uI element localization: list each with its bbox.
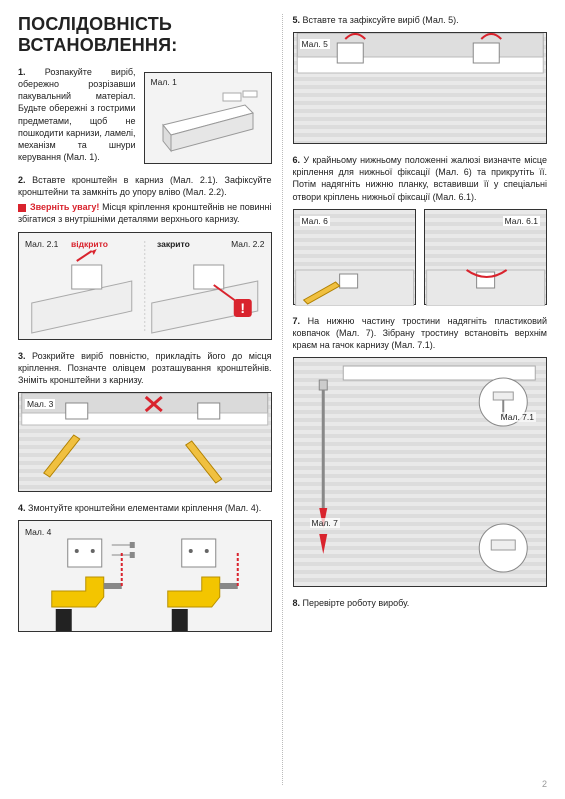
figure-7-1-label: Мал. 7.1 bbox=[499, 412, 536, 422]
step-7: 7. На нижню частину тростини надягніть п… bbox=[293, 315, 548, 587]
figure-2: Мал. 2.1 відкрито закрито Мал. 2.2 ! bbox=[18, 232, 272, 340]
figure-2-closed: закрито bbox=[157, 239, 190, 249]
page-number: 2 bbox=[542, 779, 547, 789]
step-2: 2. Вставте кронштейн в карниз (Мал. 2.1)… bbox=[18, 174, 272, 340]
step-1-text: 1. Розпакуйте виріб, обережно розрізавши… bbox=[18, 66, 136, 164]
left-column: ПОСЛІДОВНІСТЬ ВСТАНОВЛЕННЯ: 1. Розпакуйт… bbox=[18, 14, 283, 785]
figure-3-label: Мал. 3 bbox=[25, 399, 55, 409]
figure-6-1: Мал. 6.1 bbox=[424, 209, 547, 305]
figure-6: Мал. 6 bbox=[293, 209, 416, 305]
step-7-text: 7. На нижню частину тростини надягніть п… bbox=[293, 315, 548, 351]
step-8-num: 8. bbox=[293, 598, 301, 608]
step-6-body: У крайньому нижньому положенні жалюзі ви… bbox=[293, 155, 548, 201]
step-2-warning: Зверніть увагу! Місця кріплення кронштей… bbox=[18, 201, 272, 225]
figure-2-2-label: Мал. 2.2 bbox=[231, 239, 264, 249]
step-1-body: Розпакуйте виріб, обережно розрізавши па… bbox=[18, 67, 136, 162]
page-title: ПОСЛІДОВНІСТЬ ВСТАНОВЛЕННЯ: bbox=[18, 14, 272, 56]
step-2-warn-label: Зверніть увагу! bbox=[30, 202, 99, 212]
step-2-body: Вставте кронштейн в карниз (Мал. 2.1). З… bbox=[18, 175, 272, 197]
fig4-svg bbox=[19, 521, 271, 633]
step-4-num: 4. bbox=[18, 503, 26, 513]
step-1-num: 1. bbox=[18, 67, 26, 77]
step-7-num: 7. bbox=[293, 316, 301, 326]
step-3: 3. Розкрийте виріб повністю, прикладіть … bbox=[18, 350, 272, 492]
fig7-svg bbox=[294, 358, 547, 588]
step-5-text: 5. Вставте та зафіксуйте виріб (Мал. 5). bbox=[293, 14, 548, 26]
step-3-body: Розкрийте виріб повністю, прикладіть йог… bbox=[18, 351, 272, 385]
step-3-text: 3. Розкрийте виріб повністю, прикладіть … bbox=[18, 350, 272, 386]
fig5-svg bbox=[294, 33, 547, 145]
step-2-num: 2. bbox=[18, 175, 26, 185]
step-4-text: 4. Змонтуйте кронштейни елементами кріпл… bbox=[18, 502, 272, 514]
figure-3: Мал. 3 bbox=[18, 392, 272, 492]
step-5-body: Вставте та зафіксуйте виріб (Мал. 5). bbox=[303, 15, 459, 25]
warning-icon bbox=[18, 204, 26, 212]
figure-6-label: Мал. 6 bbox=[300, 216, 330, 226]
svg-text:!: ! bbox=[240, 300, 245, 316]
right-column: 5. Вставте та зафіксуйте виріб (Мал. 5).… bbox=[283, 14, 548, 785]
step-8-body: Перевірте роботу виробу. bbox=[303, 598, 410, 608]
step-6-text: 6. У крайньому нижньому положенні жалюзі… bbox=[293, 154, 548, 203]
step-6-num: 6. bbox=[293, 155, 301, 165]
figure-5-label: Мал. 5 bbox=[300, 39, 330, 49]
step-4: 4. Змонтуйте кронштейни елементами кріпл… bbox=[18, 502, 272, 632]
figure-2-open: відкрито bbox=[71, 239, 108, 249]
step-1: 1. Розпакуйте виріб, обережно розрізавши… bbox=[18, 66, 272, 164]
figure-1: Мал. 1 bbox=[144, 72, 272, 164]
step-8-text: 8. Перевірте роботу виробу. bbox=[293, 597, 548, 609]
figure-2-1-label: Мал. 2.1 bbox=[25, 239, 58, 249]
figure-7: Мал. 7 Мал. 7.1 bbox=[293, 357, 548, 587]
step-4-body: Змонтуйте кронштейни елементами кріпленн… bbox=[28, 503, 261, 513]
figure-5: Мал. 5 bbox=[293, 32, 548, 144]
figure-1-label: Мал. 1 bbox=[151, 77, 177, 87]
step-5: 5. Вставте та зафіксуйте виріб (Мал. 5).… bbox=[293, 14, 548, 144]
figure-7-label: Мал. 7 bbox=[310, 518, 340, 528]
figure-4: Мал. 4 bbox=[18, 520, 272, 632]
step-5-num: 5. bbox=[293, 15, 301, 25]
fig3-svg bbox=[19, 393, 271, 493]
step-3-num: 3. bbox=[18, 351, 26, 361]
fig2-svg: ! bbox=[19, 233, 271, 341]
step-7-body: На нижню частину тростини надягніть плас… bbox=[293, 316, 548, 350]
step-6: 6. У крайньому нижньому положенні жалюзі… bbox=[293, 154, 548, 305]
figure-6-1-label: Мал. 6.1 bbox=[503, 216, 540, 226]
step-8: 8. Перевірте роботу виробу. bbox=[293, 597, 548, 609]
step-2-text: 2. Вставте кронштейн в карниз (Мал. 2.1)… bbox=[18, 174, 272, 198]
figure-4-label: Мал. 4 bbox=[25, 527, 51, 537]
